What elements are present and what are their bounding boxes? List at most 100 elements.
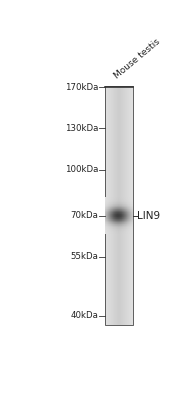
Bar [116,230,117,231]
Bar [107,233,108,234]
Bar [107,218,108,219]
Bar [111,207,112,208]
Bar [115,222,116,223]
Bar [122,220,123,221]
Bar [114,224,115,225]
Bar [107,212,108,213]
Bar [129,205,130,206]
Bar [132,229,133,230]
Bar [122,200,123,201]
Bar [124,199,125,200]
Bar [116,233,117,234]
Bar [123,212,124,213]
Bar [127,203,128,204]
Bar [121,208,122,209]
Bar [122,228,123,229]
Bar [121,203,122,204]
Bar [131,224,132,225]
Bar [124,207,125,208]
Bar [109,228,110,229]
Bar [106,220,107,221]
Bar [108,232,109,233]
Bar [106,205,107,206]
Bar [109,230,110,231]
Bar [117,225,118,226]
Bar [130,215,131,216]
Bar [107,210,108,211]
Bar [120,212,121,213]
Bar [124,227,125,228]
Bar [124,208,125,209]
Bar [124,211,125,212]
Bar [130,207,131,208]
Bar [108,232,109,233]
Bar [131,209,132,210]
Bar [108,224,109,225]
Bar [111,198,112,199]
Bar [108,218,109,219]
Bar [106,215,107,216]
Bar [122,207,123,208]
Bar [125,226,126,227]
Bar [112,226,113,227]
Bar [112,209,113,210]
Bar [113,222,114,223]
Bar [121,211,122,212]
Bar [122,230,123,231]
Bar [113,200,114,201]
Bar [121,231,122,232]
Text: 100kDa: 100kDa [65,165,98,174]
Bar [114,211,115,212]
Bar [116,222,117,223]
Bar [118,214,119,215]
Bar [107,207,108,208]
Bar [125,203,126,204]
Bar [114,219,115,220]
Bar [117,217,118,218]
Bar [127,205,128,206]
Bar [130,197,131,198]
Bar [125,199,126,200]
Bar [107,214,108,215]
Bar [121,213,122,214]
Bar [108,206,109,207]
Bar [106,204,107,205]
Bar [132,224,133,225]
Bar [105,221,106,222]
Bar [108,226,109,227]
Bar [113,223,114,224]
Bar [113,232,114,233]
Bar [119,212,120,213]
Bar [131,217,132,218]
Bar [107,205,108,206]
Bar [132,229,133,230]
Bar [121,214,122,215]
Text: 70kDa: 70kDa [70,211,98,220]
Bar [127,219,128,220]
Bar [128,198,129,199]
Bar [126,224,127,225]
Bar [105,220,106,221]
Bar [115,217,116,218]
Bar [108,197,109,198]
Bar [105,197,106,198]
Bar [111,219,112,220]
Bar [109,222,110,223]
Bar [119,211,120,212]
Bar [126,218,127,219]
Bar [111,208,112,209]
Bar [105,229,106,230]
Bar [127,215,128,216]
Bar [122,86,123,325]
Bar [127,214,128,215]
Bar [105,207,106,208]
Bar [131,199,132,200]
Bar [117,216,118,217]
Bar [106,214,107,215]
Bar [128,225,129,226]
Bar [106,199,107,200]
Bar [105,202,106,203]
Bar [106,206,107,207]
Bar [108,227,109,228]
Bar [123,197,124,198]
